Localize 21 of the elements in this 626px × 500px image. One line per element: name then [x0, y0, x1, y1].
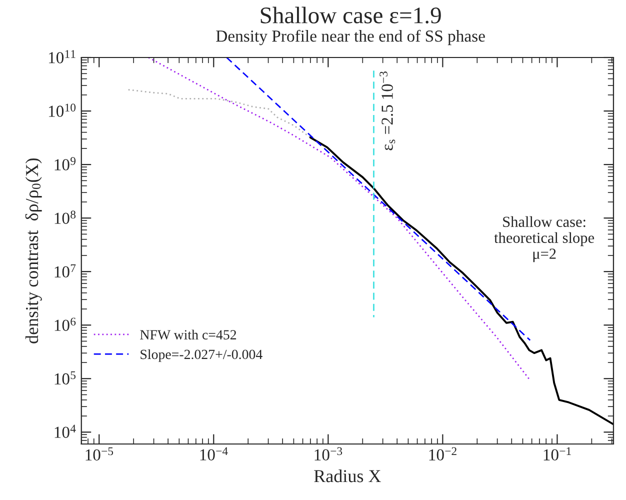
y-tick-label: 10$^{6}$ — [54, 318, 76, 331]
y-tick-label: 10$^{9}$ — [54, 157, 76, 170]
y-tick-label: 10$^{10}$ — [48, 104, 76, 117]
y-tick-label: 10$^{5}$ — [54, 371, 76, 385]
legend-label: NFW with c=452 — [140, 330, 236, 340]
y-tick-label: 10$^{8}$ — [54, 210, 76, 224]
x-tick-label: 10$^{−4}$ — [200, 447, 228, 460]
y-tick-label: 10$^{7}$ — [54, 264, 76, 278]
x-tick-label: 10$^{−2}$ — [429, 447, 456, 461]
y-tick-label: 10$^{11}$ — [48, 50, 76, 64]
annotation: Shallow case: theoretical slope μ=2 — [494, 216, 594, 262]
chart-title: Shallow case ε=1.9 — [260, 6, 441, 24]
legend-label: Slope=-2.027+/-0.004 — [140, 349, 262, 362]
y-tick-label: 10$^{4}$ — [54, 424, 76, 438]
x-tick-label: 10$^{−1}$ — [544, 447, 571, 460]
x-tick-label: 10$^{−3}$ — [314, 447, 342, 461]
annotation: ε$_{s}$ =2.5 10$^{−3}$ — [380, 72, 396, 150]
x-tick-label: 10$^{−5}$ — [86, 447, 114, 461]
y-axis-title: density contrast δρ/ρ$_{0}$(X) — [25, 158, 42, 344]
x-axis-title: Radius X — [314, 470, 381, 482]
chart-subtitle: Density Profile near the end of SS phase — [216, 30, 485, 46]
